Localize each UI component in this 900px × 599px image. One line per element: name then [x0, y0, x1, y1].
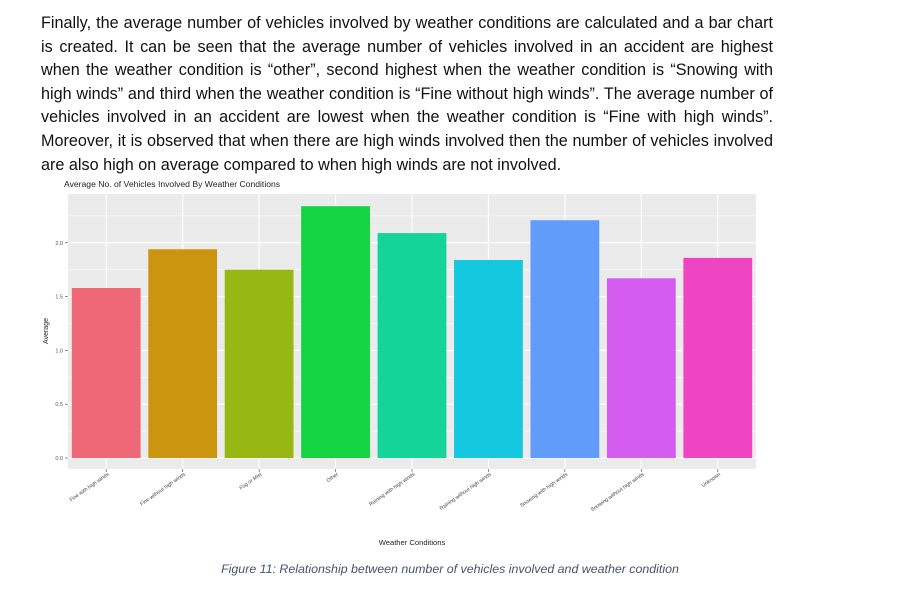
chart-title: Average No. of Vehicles Involved By Weat…	[64, 179, 281, 189]
bar-chart: 0.0 0.5 1.0 1.5 2.0 Fine with high winds Fine…	[43, 194, 756, 547]
bar	[148, 249, 218, 458]
x-tick-label: Fine without high winds	[139, 471, 187, 507]
x-tick-label: Fine with high winds	[69, 471, 111, 503]
bar	[683, 257, 753, 458]
y-axis-label: Average	[43, 318, 50, 344]
y-tick-label: 0.0	[55, 456, 63, 462]
x-tick-label: Raining without high winds	[439, 471, 493, 511]
y-tick-label: 2.0	[55, 241, 63, 247]
bar	[377, 233, 447, 458]
y-tick-label: 1.0	[55, 348, 63, 354]
x-tick-label: Unknown	[701, 472, 722, 489]
bar	[454, 260, 523, 458]
x-tick-label: Snowing with high winds	[519, 471, 569, 509]
bar	[606, 278, 676, 458]
bar	[71, 287, 141, 458]
figure-caption: Figure 11: Relationship between number o…	[221, 562, 679, 576]
y-tick-label: 1.5	[55, 295, 63, 301]
x-tick-label: Snowing without high winds	[590, 471, 646, 513]
y-tick-label: 0.5	[55, 402, 63, 408]
x-tick-label: Other	[326, 472, 340, 485]
bar	[530, 220, 600, 458]
x-axis-label: Weather Conditions	[379, 538, 446, 547]
x-tick-label: Fog or Mist	[239, 471, 264, 491]
x-tick-label: Raining with high winds	[368, 471, 416, 507]
bar	[301, 206, 370, 458]
bar	[224, 269, 294, 458]
body-paragraph: Finally, the average number of vehicles …	[41, 14, 773, 174]
